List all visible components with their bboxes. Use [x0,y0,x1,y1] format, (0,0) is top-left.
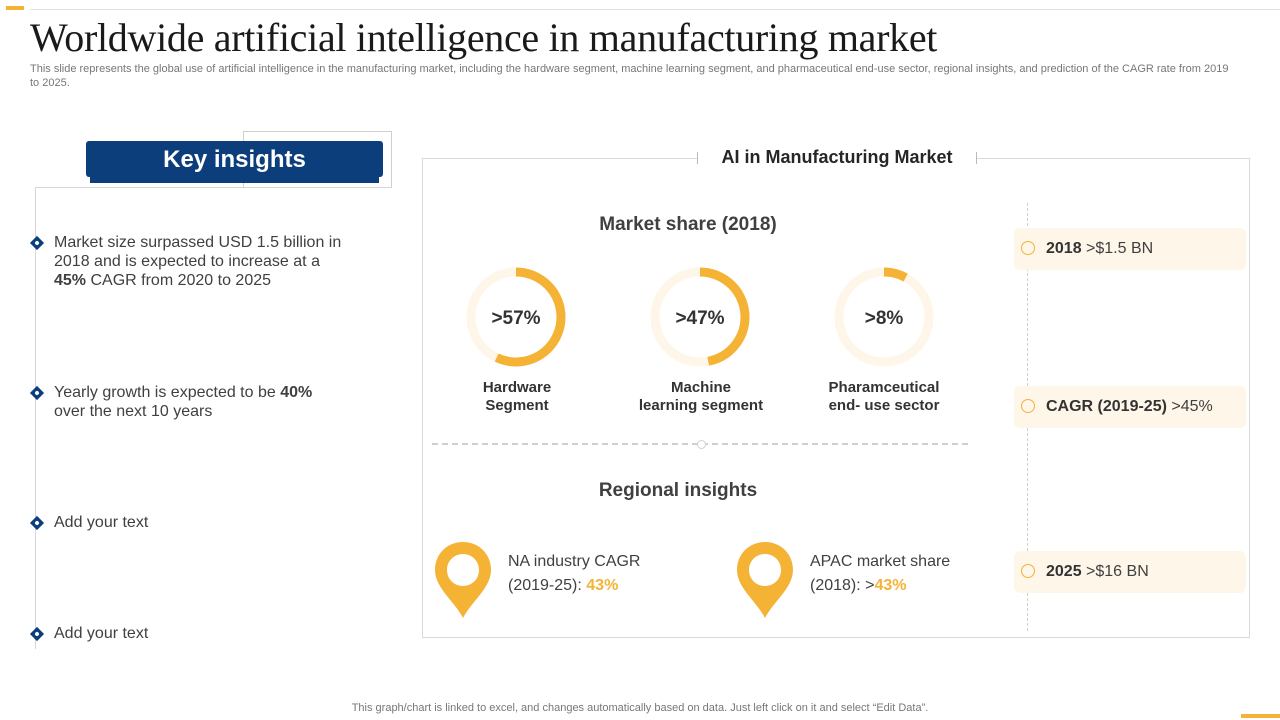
top-rule [30,9,1280,10]
stat-line: 2018 >$1.5 BN [1046,228,1153,270]
donut-label-line2: end- use sector [828,397,940,414]
bullet-diamond-icon [29,515,45,531]
title-bracket-right [976,152,977,164]
page-title: Worldwide artificial intelligence in man… [30,15,938,60]
donut-value-machine-learning: >47% [675,308,724,329]
region-apac: APAC market share (2018): >43% [810,550,1010,598]
stat-card-2018: 2018 >$1.5 BN [1014,228,1246,270]
map-pin-icon [435,542,491,618]
donut-label-line2: learning segment [638,397,764,414]
title-bracket-left [697,152,698,164]
donut-fill-machine-learning [650,267,750,367]
donut-value-hardware: >57% [491,308,540,329]
bottom-accent [1241,714,1280,718]
key-insights-vertical-line [35,187,36,649]
bullet-diamond-icon [29,235,45,251]
region-apac-value: 43% [874,577,907,594]
key-insights-banner: Key insights [86,141,383,177]
circle-icon [1021,399,1035,413]
donut-fill-hardware [466,267,566,367]
donut-label-line1: Pharamceutical [828,379,940,396]
donut-label-line1: Hardware [482,379,552,396]
donut-hardware: >57% [466,267,566,367]
region-apac-line1: APAC market share [810,553,951,570]
stat-value: >45% [1166,398,1213,415]
stat-card-cagr: CAGR (2019-25) >45% [1014,386,1246,428]
donut-pharmaceutical: >8% [834,267,934,367]
region-na-line2: (2019-25): 43% [508,574,708,598]
circle-icon [1021,564,1035,578]
regional-heading: Regional insights [598,480,758,501]
key-insights-horizontal-line [35,187,392,188]
region-na-prefix: (2019-25): [508,577,587,594]
donut-value-pharmaceutical: >8% [865,308,904,329]
page-subtitle: This slide represents the global use of … [30,63,1229,89]
key-insight-2-tail: over the next 10 years [54,403,213,420]
donut-label-hardware: Hardware Segment [442,379,592,415]
region-apac-line2: (2018): >43% [810,574,1010,598]
circle-icon [1021,241,1035,255]
stat-label: 2025 [1046,563,1082,580]
market-title-mask [697,148,977,168]
stat-value: >$1.5 BN [1081,240,1154,257]
key-insights-banner-shadow [90,177,379,183]
key-insight-1-strong: 45% [54,272,87,289]
region-na: NA industry CAGR (2019-25): 43% [508,550,708,598]
stat-label: CAGR (2019-25) [1046,398,1167,415]
bullet-diamond-icon [29,626,45,642]
donut-label-pharmaceutical: Pharamceutical end- use sector [809,379,959,415]
region-na-line1: NA industry CAGR [508,553,641,570]
map-pin-icon [737,542,793,618]
market-title: AI in Manufacturing Market [721,147,953,167]
key-insight-2-strong: 40% [280,384,313,401]
key-insight-1-lead: Market size surpassed USD 1.5 billion in… [54,234,342,270]
stat-value: >$16 BN [1081,563,1149,580]
donut-label-line2: Segment [485,397,549,414]
corner-accent [6,6,24,10]
stat-card-2025: 2025 >$16 BN [1014,551,1246,593]
key-insight-1: Market size surpassed USD 1.5 billion in… [54,233,354,290]
donut-fill-pharmaceutical [834,267,934,367]
region-na-value: 43% [586,577,619,594]
stat-label: 2018 [1046,240,1082,257]
key-insight-2: Yearly growth is expected to be 40% over… [54,383,314,421]
market-share-heading: Market share (2018) [599,214,777,235]
key-insight-3: Add your text [54,514,149,531]
donut-label-machine-learning: Machine learning segment [626,379,776,415]
key-insight-2-lead: Yearly growth is expected to be [54,384,276,401]
key-insight-4: Add your text [54,625,149,642]
stat-line: CAGR (2019-25) >45% [1046,386,1213,428]
footer-note: This graph/chart is linked to excel, and… [351,702,929,714]
key-insight-1-tail: CAGR from 2020 to 2025 [86,272,272,289]
donut-machine-learning: >47% [650,267,750,367]
bullet-diamond-icon [29,385,45,401]
region-apac-prefix: (2018): > [810,577,875,594]
divider-dot [697,440,706,449]
stat-line: 2025 >$16 BN [1046,551,1149,593]
donut-label-line1: Machine [670,379,731,396]
